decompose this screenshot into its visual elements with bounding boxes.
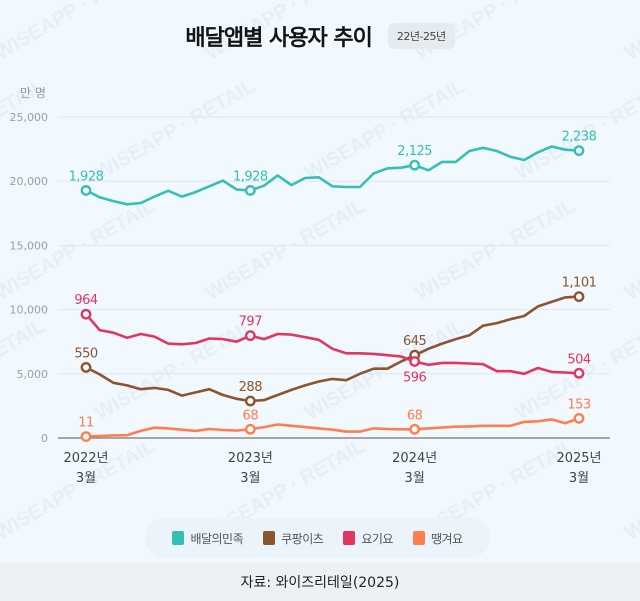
data-marker [573,145,585,157]
x-tick-label-month: 3월 [240,471,260,486]
series-line-1 [84,295,581,403]
data-label: 11 [78,416,94,431]
x-tick-label-year: 2025년 [556,451,601,466]
legend-swatch [263,531,276,545]
data-marker [409,356,421,367]
series-lines [84,145,581,438]
data-label: 1,928 [69,169,104,184]
legend: 배달의민족 쿠팡이츠 요기요 땡겨요 [145,518,490,558]
grid-lines [58,116,610,439]
y-tick-label: 5,000 [17,368,49,381]
data-label: 2,238 [562,130,597,145]
series-markers [80,145,585,442]
period-badge: 22년-25년 [387,23,455,49]
data-marker [409,159,421,171]
legend-item: 땡겨요 [412,530,463,547]
x-tick-label-month: 3월 [405,471,425,486]
y-tick-label: 25,000 [10,111,49,124]
data-label: 288 [239,380,263,395]
x-tick-label-year: 2022년 [63,451,108,466]
header: 배달앱별 사용자 추이 22년-25년 [0,18,640,54]
y-tick-label: 0 [41,432,48,445]
x-tick-label-month: 3월 [76,471,96,486]
source-footer: 자료: 와이즈리테일(2025) [0,563,640,601]
data-label: 1,101 [562,276,597,291]
x-axis-ticks: 2022년 3월 2023년 3월 2024년 3월 2025년 3월 [63,451,601,486]
data-label: 504 [567,352,591,367]
data-marker [80,431,92,442]
x-tick-label-year: 2024년 [392,451,437,466]
data-marker [244,395,256,407]
legend-item: 요기요 [343,530,393,547]
legend-label: 땡겨요 [430,531,463,546]
legend-label: 쿠팡이츠 [281,531,324,546]
series-line-0 [84,145,581,206]
y-axis-label: 만 명 [20,86,46,100]
data-marker [573,291,585,303]
data-label: 964 [74,293,98,308]
data-marker [573,412,585,424]
data-label: 550 [74,346,98,361]
data-labels: 1,928 1,928 2,125 2,238 550 288 645 1,101 964 797… [69,130,597,431]
data-label: 68 [407,408,423,423]
data-label: 68 [243,408,259,423]
x-tick-label-month: 3월 [569,471,589,486]
data-marker [409,423,421,435]
data-label: 1,928 [233,169,268,184]
data-marker [244,423,256,435]
chart-title: 배달앱별 사용자 추이 [185,26,372,51]
series-line-3 [84,417,581,438]
series-line-2 [84,312,581,376]
legend-label: 배달의민족 [190,531,244,546]
data-marker [80,308,92,320]
data-label: 596 [403,370,427,385]
legend-swatch [172,531,185,545]
legend-swatch [412,531,425,545]
legend-swatch [343,531,356,545]
legend-item: 배달의민족 [172,530,244,547]
data-label: 645 [403,334,427,349]
data-label: 2,125 [397,144,432,159]
legend-item: 쿠팡이츠 [263,530,324,547]
legend-label: 요기요 [361,531,393,546]
data-label: 797 [239,315,263,330]
data-marker [244,330,256,342]
y-axis-ticks: 0 5,000 10,000 15,000 20,000 25,000 [10,111,49,445]
data-marker [573,367,585,379]
data-marker [244,185,256,196]
y-tick-label: 20,000 [10,175,49,188]
y-tick-label: 10,000 [10,304,49,317]
source-text: 자료: 와이즈리테일(2025) [240,575,400,591]
data-label: 153 [567,397,591,412]
y-tick-label: 15,000 [10,239,49,252]
data-marker [80,361,92,373]
x-tick-label-year: 2023년 [228,451,273,466]
data-marker [80,185,92,196]
